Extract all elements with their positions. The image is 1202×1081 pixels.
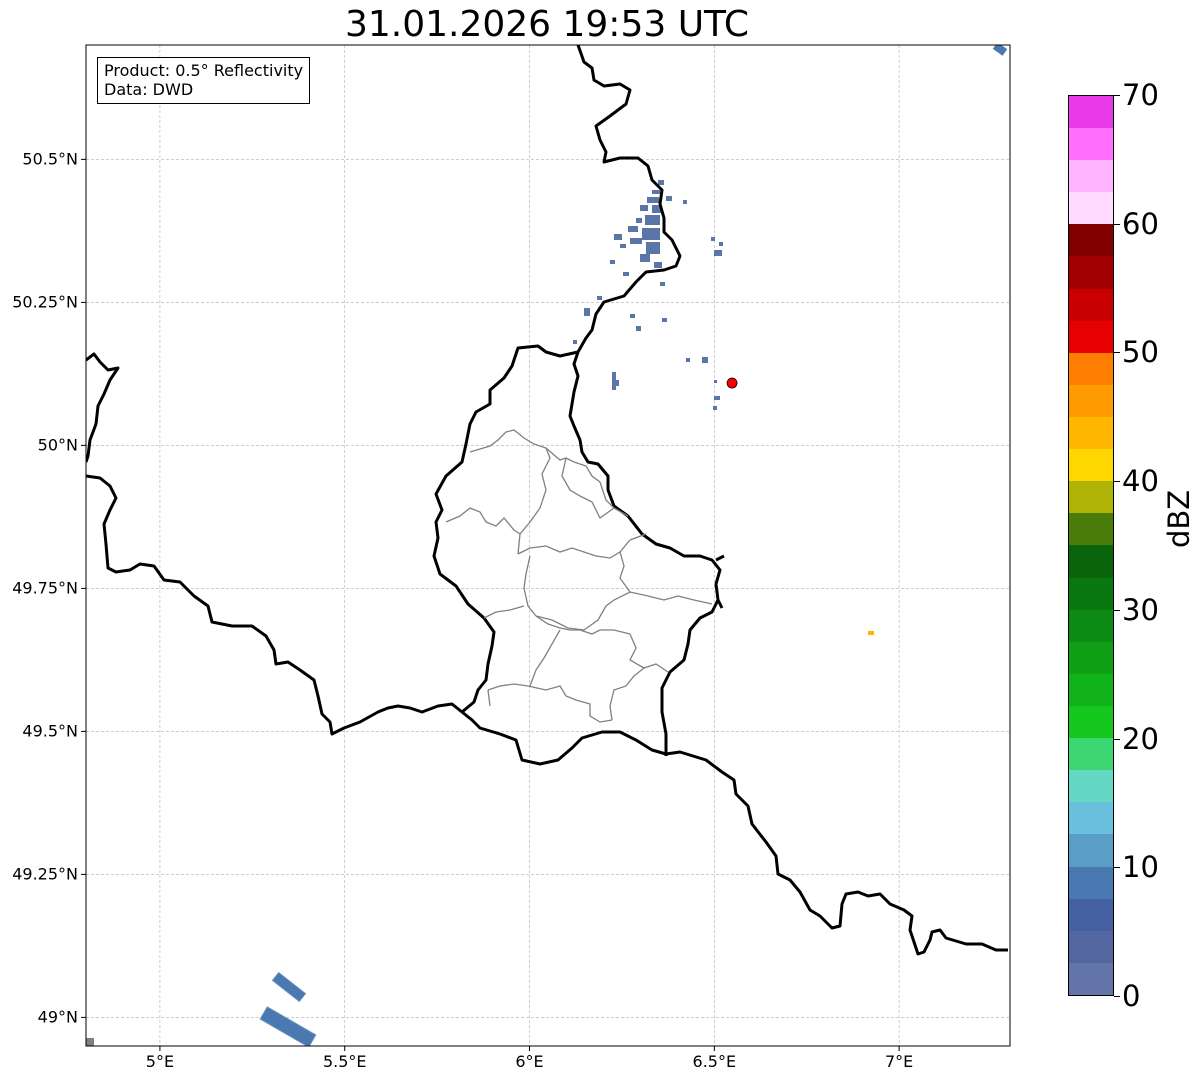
colorbar-segment [1069, 577, 1113, 610]
colorbar-segment [1069, 802, 1113, 835]
colorbar-segment [1069, 384, 1113, 418]
radar-echoes [86, 45, 1008, 1046]
colorbar-segment [1069, 770, 1113, 803]
colorbar-segment [1069, 641, 1113, 674]
colorbar-tick-label: 10 [1122, 850, 1159, 885]
y-tick-label: 49.5°N [22, 721, 78, 741]
colorbar-segment [1069, 962, 1113, 995]
colorbar-segment [1069, 352, 1113, 385]
colorbar-segment [1069, 898, 1113, 931]
colorbar-tickmark [1114, 352, 1120, 354]
colorbar-segment [1069, 706, 1113, 739]
colorbar-tickmark [1114, 996, 1120, 997]
colorbar-tickmark [1114, 738, 1120, 740]
colorbar-segment [1069, 417, 1113, 450]
y-tick-label: 49.25°N [12, 864, 78, 884]
colorbar-label: dBZ [1162, 489, 1196, 548]
colorbar-segment [1069, 866, 1113, 899]
colorbar-tick-label: 60 [1122, 206, 1159, 241]
colorbar-segment [1069, 513, 1113, 546]
map-background [86, 45, 1010, 1046]
data-source-label: Data: DWD [104, 80, 194, 99]
colorbar-segment [1069, 834, 1113, 867]
colorbar-tickmark [1114, 223, 1120, 225]
colorbar-segment [1069, 545, 1113, 578]
colorbar-segment [1069, 738, 1113, 771]
colorbar-segment [1069, 609, 1113, 642]
colorbar-tickmark [1114, 481, 1120, 483]
colorbar [1068, 95, 1114, 996]
colorbar-segment [1069, 95, 1113, 129]
colorbar-segment [1069, 256, 1113, 289]
info-box: Product: 0.5° Reflectivity Data: DWD [97, 57, 311, 104]
colorbar-segment [1069, 481, 1113, 514]
x-tick-label: 7°E [884, 1052, 914, 1071]
colorbar-tick-label: 0 [1122, 979, 1141, 1013]
colorbar-segment [1069, 930, 1113, 963]
x-tick-label: 5°E [145, 1052, 175, 1071]
colorbar-tickmark [1114, 867, 1120, 869]
y-tick-label: 50.25°N [12, 292, 78, 312]
radar-site-marker [726, 377, 738, 389]
admin-boundaries [445, 429, 713, 723]
colorbar-tickmark [1114, 609, 1120, 611]
colorbar-segment [1069, 288, 1113, 321]
colorbar-segment [1069, 224, 1113, 257]
map-frame [85, 44, 1011, 1047]
colorbar-segment [1069, 192, 1113, 225]
colorbar-segment [1069, 320, 1113, 353]
x-tick-label: 5.5°E [322, 1052, 367, 1071]
colorbar-segment [1069, 449, 1113, 482]
country-borders [86, 45, 1008, 956]
map-title: 31.01.2026 19:53 UTC [344, 4, 750, 45]
colorbar-tick-label: 70 [1122, 78, 1159, 112]
colorbar-tick-label: 50 [1122, 335, 1159, 370]
colorbar-tick-label: 20 [1122, 721, 1159, 756]
colorbar-tick-label: 40 [1122, 464, 1159, 499]
colorbar-tickmark [1114, 95, 1120, 96]
y-tick-label: 49°N [37, 1007, 78, 1027]
x-tick-label: 6.5°E [692, 1052, 737, 1071]
axis-tickmarks [81, 158, 900, 1051]
y-tick-label: 49.75°N [12, 578, 78, 598]
colorbar-segment [1069, 160, 1113, 193]
colorbar-tick-label: 30 [1122, 592, 1159, 627]
y-tick-label: 50.5°N [22, 149, 78, 169]
gridlines [86, 45, 1010, 1046]
colorbar-segment [1069, 128, 1113, 161]
colorbar-segment [1069, 673, 1113, 707]
y-tick-label: 50°N [37, 435, 78, 455]
x-tick-label: 6°E [515, 1052, 544, 1071]
yellow-echo [868, 631, 874, 635]
product-label: Product: 0.5° Reflectivity [104, 61, 304, 80]
